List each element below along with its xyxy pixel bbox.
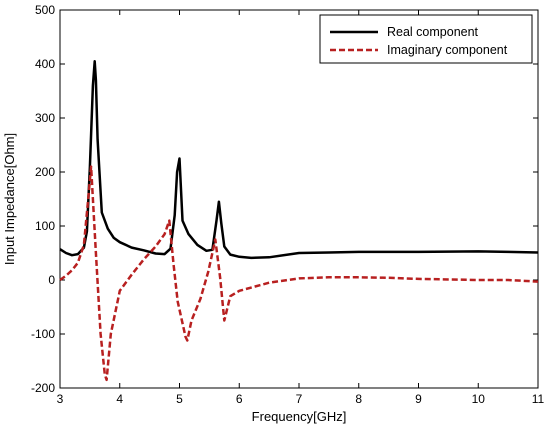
x-tick-label: 7 (296, 392, 303, 406)
axis-ticks: 3 4 5 6 7 8 9 10 11 -200 -100 0 100 200 300 400 500 (31, 3, 545, 406)
x-tick-label: 10 (472, 392, 486, 406)
legend-box (319, 14, 533, 64)
y-tick-label: 300 (35, 111, 55, 125)
plot-area (59, 9, 539, 389)
legend-label-imaginary: Imaginary component (387, 43, 508, 57)
x-tick-label: 9 (415, 392, 422, 406)
x-tick-label: 6 (236, 392, 243, 406)
x-tick-label: 3 (57, 392, 64, 406)
y-tick-label: 100 (35, 219, 55, 233)
legend-label-real: Real component (387, 25, 479, 39)
y-tick-label: -200 (31, 381, 55, 395)
x-tick-label: 4 (116, 392, 123, 406)
y-tick-label: 0 (48, 273, 55, 287)
x-tick-label: 5 (176, 392, 183, 406)
series-layer (59, 60, 539, 382)
y-tick-label: 500 (35, 3, 55, 17)
y-axis-label: Input Impedance[Ohm] (2, 133, 17, 265)
series-line-imaginary (59, 165, 539, 382)
y-tick-label: 200 (35, 165, 55, 179)
legend: Real component Imaginary component (319, 14, 533, 64)
x-axis-label: Frequency[GHz] (252, 409, 347, 424)
y-tick-label: -100 (31, 327, 55, 341)
x-tick-label: 8 (355, 392, 362, 406)
x-tick-label: 11 (532, 392, 545, 406)
series-line-real (59, 60, 539, 260)
y-tick-label: 400 (35, 57, 55, 71)
